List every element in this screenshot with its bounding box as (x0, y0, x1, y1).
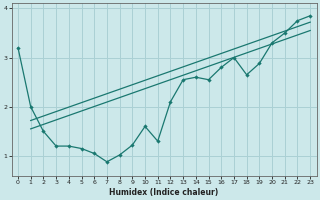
X-axis label: Humidex (Indice chaleur): Humidex (Indice chaleur) (109, 188, 219, 197)
